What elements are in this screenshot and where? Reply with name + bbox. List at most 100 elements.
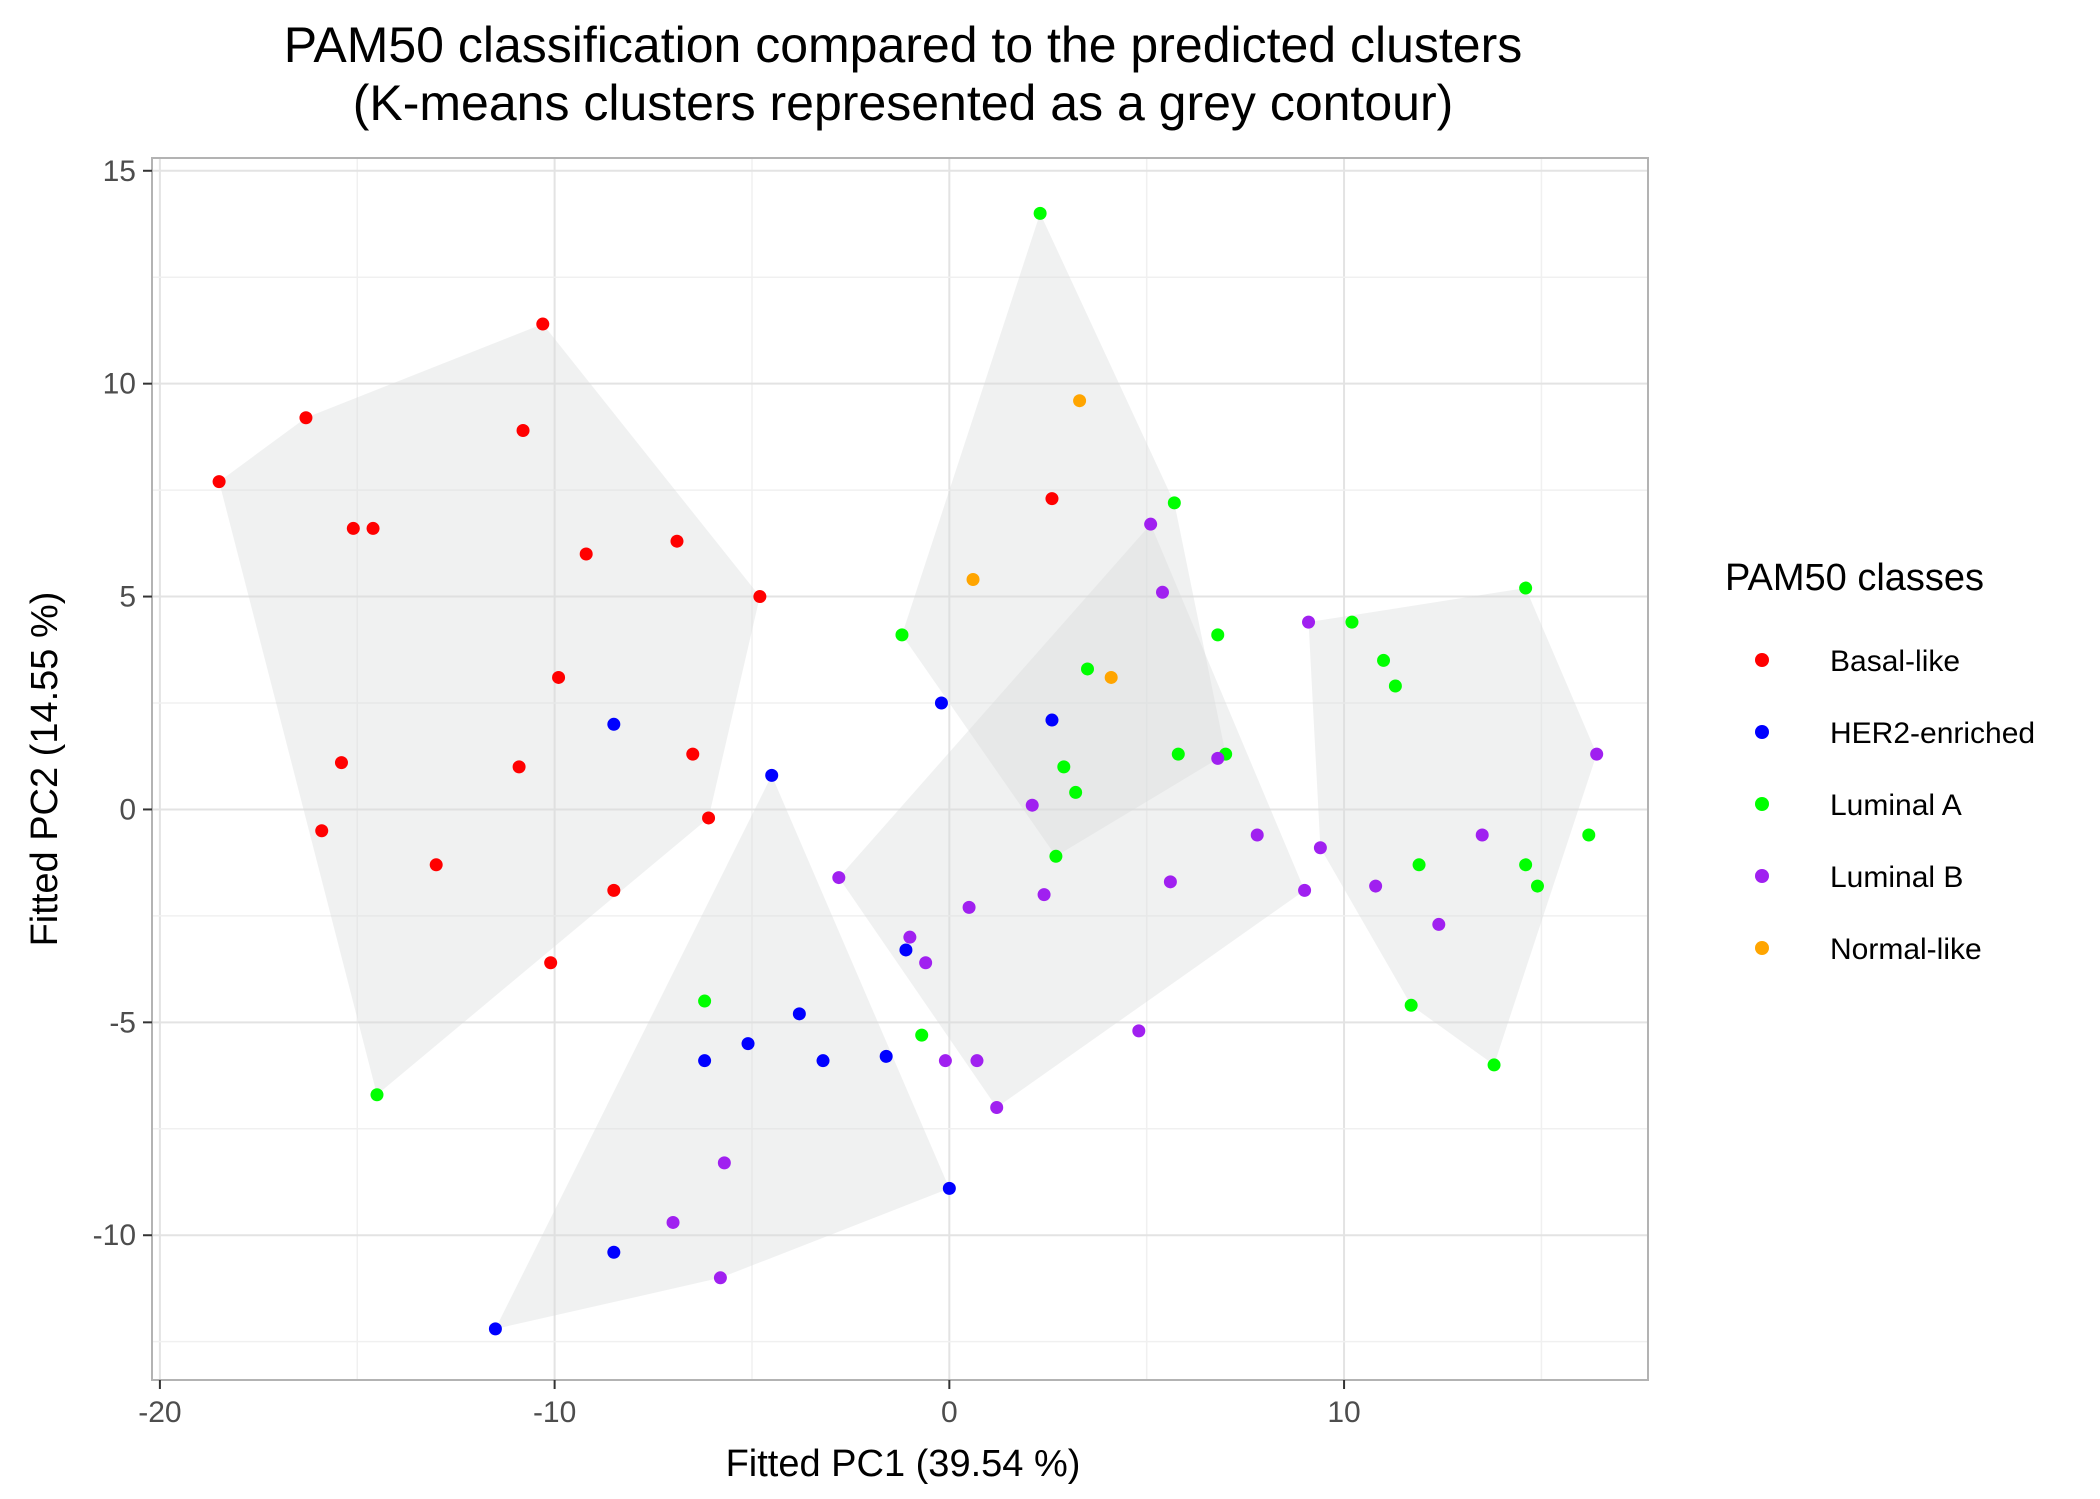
legend-label: Luminal A (1830, 789, 1962, 822)
legend-label: Luminal B (1830, 861, 1963, 894)
data-point (579, 547, 593, 561)
y-tick-label: -5 (109, 1006, 136, 1039)
data-point (1025, 798, 1039, 812)
data-point (1163, 875, 1177, 889)
data-point (1369, 879, 1383, 893)
gridlines (152, 158, 1648, 1380)
data-point (1073, 394, 1087, 408)
data-point (1487, 1058, 1501, 1072)
legend-label: Basal-like (1830, 645, 1960, 678)
data-point (366, 521, 380, 535)
data-point (915, 1028, 929, 1042)
data-points (212, 206, 1604, 1336)
data-point (607, 717, 621, 731)
cluster-contour (219, 324, 760, 1095)
x-axis-ticks: -20 -10 0 10 (138, 1380, 1361, 1429)
data-point (1057, 760, 1071, 774)
data-point (299, 411, 313, 425)
data-point (938, 1054, 952, 1068)
plot-panel-border (151, 157, 1649, 1381)
data-point (832, 871, 846, 885)
data-point (346, 521, 360, 535)
y-tick-label: 15 (103, 155, 136, 188)
data-point (1211, 628, 1225, 642)
data-point (1590, 747, 1604, 761)
x-tick-label: -20 (138, 1396, 181, 1429)
cluster-contour (901, 213, 1226, 857)
cluster-contours (219, 213, 1597, 1329)
data-point (1298, 883, 1312, 897)
data-point (1144, 517, 1158, 531)
data-point (1388, 679, 1402, 693)
y-tick-label: 10 (103, 368, 136, 401)
data-point (765, 768, 779, 782)
data-point (702, 811, 716, 825)
data-point (1519, 858, 1533, 872)
legend: PAM50 classes Basal-like HER2-enriched Lum… (1725, 557, 2035, 966)
cluster-contour (1308, 588, 1597, 1065)
y-axis-title: Fitted PC2 (14.55 %) (24, 592, 66, 947)
data-point (717, 1156, 731, 1170)
data-point (666, 1215, 680, 1229)
data-point (1069, 785, 1083, 799)
data-point (1412, 858, 1426, 872)
data-point (990, 1100, 1004, 1114)
data-point (512, 760, 526, 774)
data-point (1475, 828, 1489, 842)
legend-key (1755, 797, 1769, 811)
data-point (429, 858, 443, 872)
data-point (1155, 585, 1169, 599)
data-point (942, 1181, 956, 1195)
data-point (934, 696, 948, 710)
data-point (1211, 751, 1225, 765)
data-point (1519, 581, 1533, 595)
data-point (966, 573, 980, 587)
data-point (1313, 841, 1327, 855)
data-point (713, 1271, 727, 1285)
data-point (970, 1054, 984, 1068)
legend-key (1755, 869, 1769, 883)
legend-label: HER2-enriched (1830, 717, 2035, 750)
legend-key (1755, 725, 1769, 739)
data-point (544, 956, 558, 970)
data-point (1045, 713, 1059, 727)
data-point (895, 628, 909, 642)
data-point (1250, 828, 1264, 842)
data-point (816, 1054, 830, 1068)
data-point (212, 475, 226, 489)
data-point (552, 670, 566, 684)
data-point (1404, 998, 1418, 1012)
data-point (686, 747, 700, 761)
legend-label: Normal-like (1830, 933, 1982, 966)
data-point (1171, 747, 1185, 761)
data-point (1582, 828, 1596, 842)
legend-title: PAM50 classes (1725, 557, 1984, 599)
data-point (1530, 879, 1544, 893)
data-point (753, 590, 767, 604)
data-point (1033, 206, 1047, 220)
data-point (1037, 888, 1051, 902)
data-point (670, 534, 684, 548)
data-point (698, 994, 712, 1008)
data-point (488, 1322, 502, 1336)
y-axis-ticks: 15 10 5 0 -5 -10 (93, 155, 152, 1252)
data-point (607, 1245, 621, 1259)
x-tick-label: 0 (941, 1396, 958, 1429)
y-tick-label: -10 (93, 1219, 136, 1252)
data-point (1377, 653, 1391, 667)
data-point (1432, 917, 1446, 931)
data-point (1167, 496, 1181, 510)
data-point (919, 956, 933, 970)
x-tick-label: -10 (533, 1396, 576, 1429)
data-point (1049, 849, 1063, 863)
data-point (1045, 492, 1059, 506)
data-point (1302, 615, 1316, 629)
legend-key (1755, 941, 1769, 955)
data-point (899, 943, 913, 957)
data-point (607, 883, 621, 897)
data-point (792, 1007, 806, 1021)
data-point (1080, 662, 1094, 676)
cluster-contour (838, 524, 1305, 1108)
chart-title: PAM50 classification compared to the pre… (284, 17, 1523, 73)
